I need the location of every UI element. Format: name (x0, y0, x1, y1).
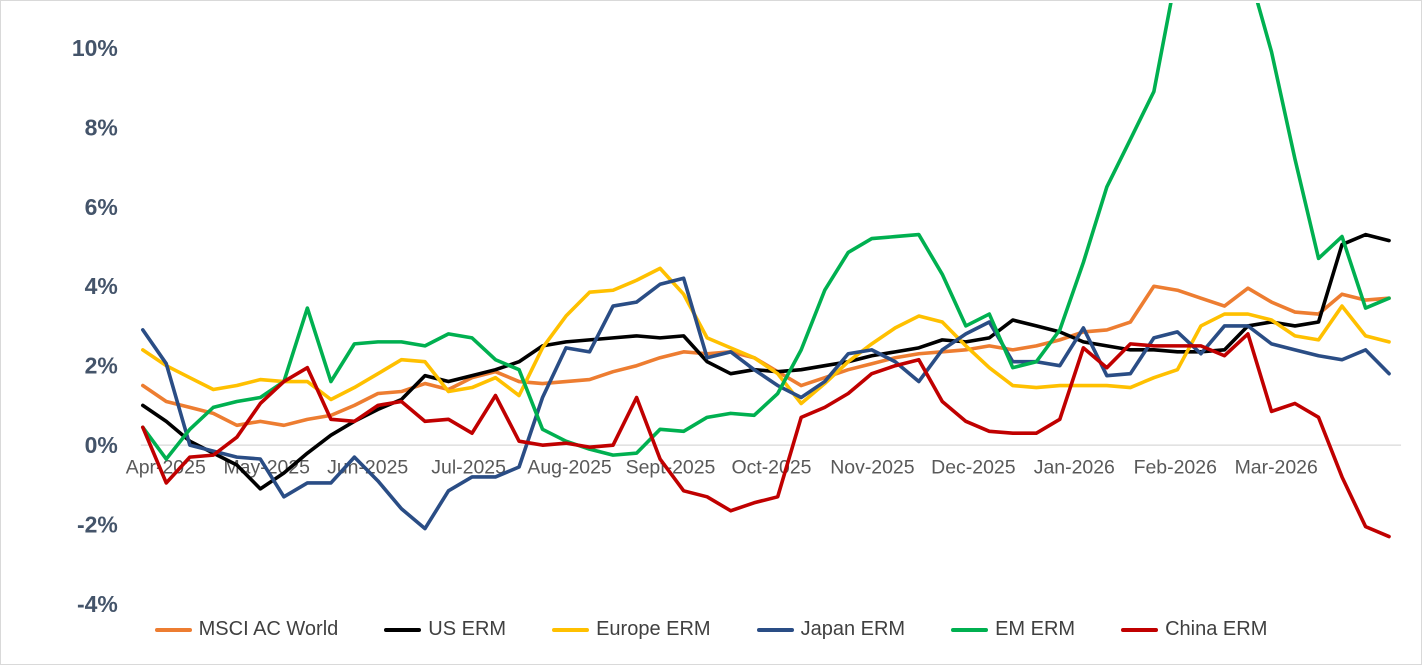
series-line-japan-erm (141, 276, 1391, 531)
x-axis-month-label: Sept-2025 (626, 457, 716, 479)
legend-line-swatch (154, 627, 192, 632)
legend-line-swatch (552, 627, 590, 632)
y-axis-tick-label: 4% (85, 273, 118, 299)
x-axis-month-label: Nov-2025 (830, 457, 914, 479)
y-axis-tick-label: 10% (72, 35, 118, 61)
x-axis-month-label: Feb-2026 (1134, 457, 1217, 479)
x-axis-month-label: Dec-2025 (931, 457, 1015, 479)
x-axis-month-label: Aug-2025 (527, 457, 611, 479)
legend-item-china-erm: China ERM (1121, 618, 1267, 641)
series-line-us-erm (141, 232, 1391, 491)
y-axis-tick-label: -4% (77, 591, 118, 617)
legend-item-europe-erm: Europe ERM (552, 618, 711, 641)
y-axis-tick-label: 0% (85, 432, 118, 458)
series-line-em-erm (141, 2, 1391, 461)
x-axis-month-label: Oct-2025 (731, 457, 811, 479)
x-axis-month-label: Jun-2025 (327, 457, 408, 479)
y-axis-tick-label: -2% (77, 512, 118, 538)
legend-label: China ERM (1165, 618, 1268, 640)
legend-line-swatch (1121, 627, 1159, 632)
x-axis-month-label: Mar-2026 (1235, 457, 1318, 479)
x-axis-month-label: Jan-2026 (1034, 457, 1115, 479)
y-axis-tick-label: 2% (85, 353, 118, 379)
series-lines (141, 2, 1391, 539)
legend-label: Europe ERM (596, 618, 711, 640)
x-axis-labels: Apr-2025 May-2025 Jun-2025 Jul-2025 Aug-2025… (126, 457, 1318, 479)
legend-line-swatch (951, 627, 989, 632)
legend-label: US ERM (428, 618, 507, 640)
legend-item-japan-erm: Japan ERM (756, 618, 906, 641)
x-axis-month-label: Jul-2025 (431, 457, 506, 479)
legend-label: MSCI AC World (198, 618, 339, 640)
legend-label: EM ERM (995, 618, 1076, 640)
y-axis-labels: 10% 8% 6% 4% 2% 0% -2% -4% (72, 35, 118, 617)
series-line-europe-erm (141, 266, 1391, 406)
y-axis-tick-label: 8% (85, 114, 118, 140)
legend-line-swatch (756, 627, 794, 632)
legend-item-msci-ac-world: MSCI AC World (154, 618, 339, 641)
legend-line-swatch (384, 627, 422, 632)
series-line-china-erm (141, 332, 1391, 539)
legend-label: Japan ERM (800, 618, 906, 640)
legend-item-us-erm: US ERM (384, 618, 506, 641)
legend-item-em-erm: EM ERM (951, 618, 1075, 641)
y-axis-tick-label: 6% (85, 194, 118, 220)
chart-legend: MSCI AC World US ERM Europe ERM Japan ERM EM… (1, 618, 1421, 641)
